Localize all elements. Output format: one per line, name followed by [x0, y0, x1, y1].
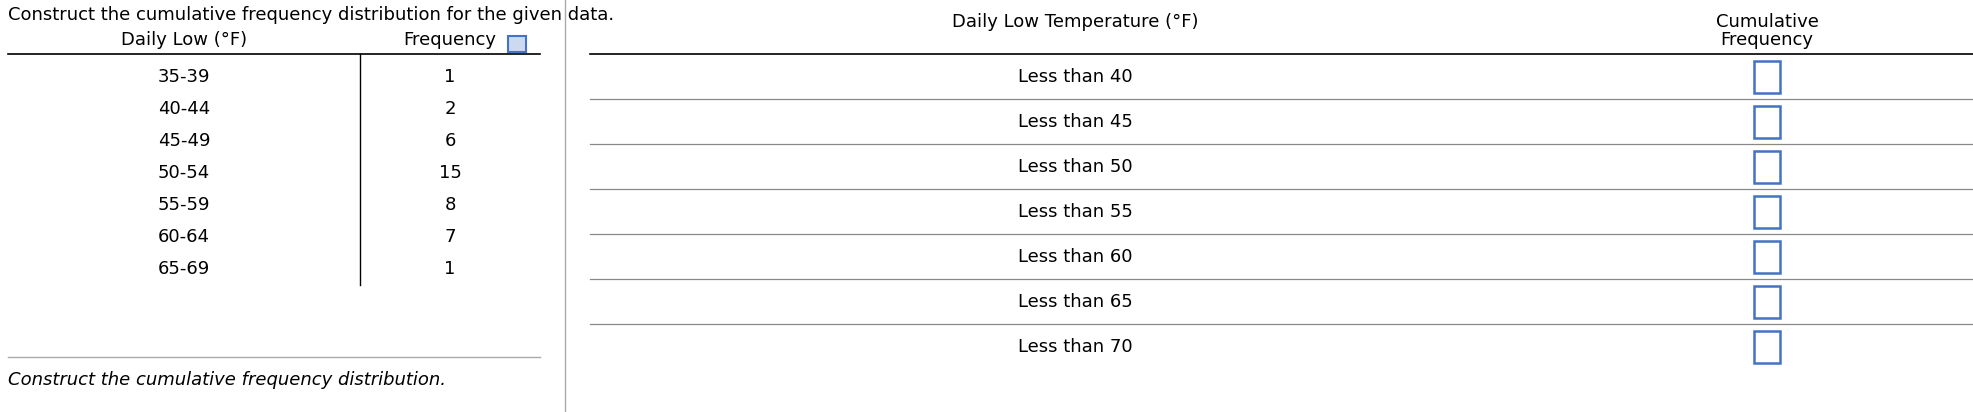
Text: Daily Low (°F): Daily Low (°F)	[120, 31, 247, 49]
Text: Cumulative: Cumulative	[1715, 13, 1817, 31]
Text: 45-49: 45-49	[158, 132, 211, 150]
Text: 8: 8	[444, 196, 456, 214]
FancyBboxPatch shape	[1754, 286, 1780, 318]
Text: Frequency: Frequency	[402, 31, 497, 49]
Text: 6: 6	[444, 132, 456, 150]
Text: 35-39: 35-39	[158, 68, 211, 86]
FancyBboxPatch shape	[1754, 151, 1780, 183]
FancyBboxPatch shape	[507, 36, 525, 52]
Text: 7: 7	[444, 228, 456, 246]
Text: 55-59: 55-59	[158, 196, 211, 214]
Text: 40-44: 40-44	[158, 100, 209, 118]
Text: 1: 1	[444, 68, 456, 86]
Text: 1: 1	[444, 260, 456, 278]
Text: 60-64: 60-64	[158, 228, 209, 246]
Text: Frequency: Frequency	[1720, 31, 1813, 49]
FancyBboxPatch shape	[1754, 106, 1780, 138]
Text: Less than 70: Less than 70	[1018, 338, 1133, 356]
Text: 15: 15	[438, 164, 462, 182]
Text: 2: 2	[444, 100, 456, 118]
FancyBboxPatch shape	[1754, 331, 1780, 363]
Text: Less than 60: Less than 60	[1018, 248, 1133, 266]
Text: Construct the cumulative frequency distribution.: Construct the cumulative frequency distr…	[8, 371, 446, 389]
FancyBboxPatch shape	[1754, 196, 1780, 228]
Text: Less than 45: Less than 45	[1016, 113, 1133, 131]
Text: 50-54: 50-54	[158, 164, 209, 182]
FancyBboxPatch shape	[1754, 61, 1780, 93]
FancyBboxPatch shape	[1754, 241, 1780, 273]
Text: Less than 50: Less than 50	[1018, 158, 1133, 176]
Text: Less than 40: Less than 40	[1018, 68, 1133, 86]
Text: Less than 65: Less than 65	[1018, 293, 1133, 311]
Text: 65-69: 65-69	[158, 260, 209, 278]
Text: Construct the cumulative frequency distribution for the given data.: Construct the cumulative frequency distr…	[8, 6, 614, 24]
Text: Less than 55: Less than 55	[1016, 203, 1133, 221]
Text: Daily Low Temperature (°F): Daily Low Temperature (°F)	[951, 13, 1198, 31]
